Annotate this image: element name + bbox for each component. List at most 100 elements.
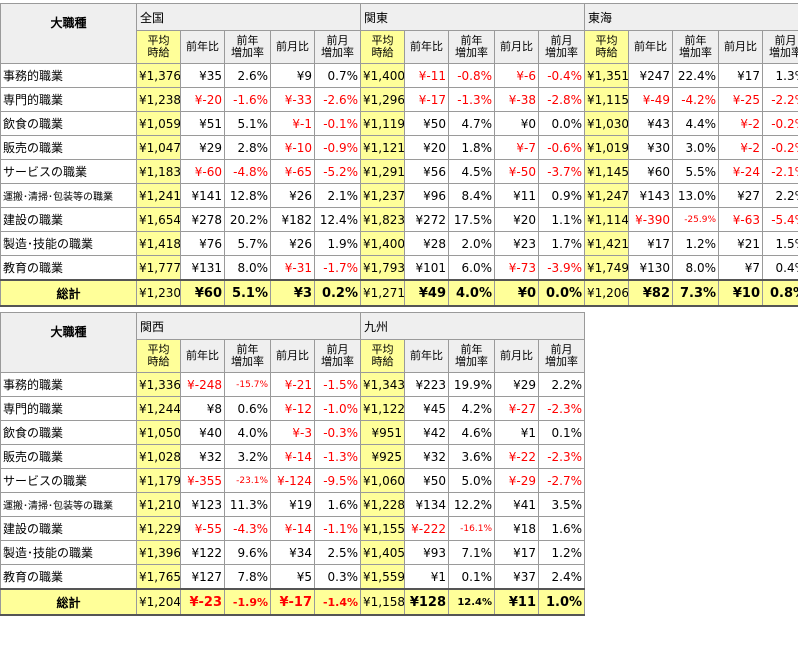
cell-avg: ¥1,376 bbox=[136, 63, 181, 88]
category-header: 大職種 bbox=[0, 312, 137, 373]
cell-yoy: ¥134 bbox=[404, 492, 450, 517]
cell-mom_rate: -1.7% bbox=[313, 255, 362, 281]
cell-mom_rate: 1.9% bbox=[313, 231, 362, 256]
cell-mom_rate: -5.4% bbox=[762, 207, 798, 232]
table-row: 教育の職業 ¥1,765 ¥127 7.8% ¥5 0.3% ¥1,559 ¥1 0.1% ¥37… bbox=[0, 564, 586, 590]
table-row: 専門的職業 ¥1,244 ¥8 0.6% ¥-12 -1.0% ¥1,122 ¥45 4.2% ¥… bbox=[0, 396, 586, 421]
cell-yoy_rate: 2.6% bbox=[224, 63, 271, 88]
cell-yoy_rate: 11.3% bbox=[224, 492, 271, 517]
table-row: 建設の職業 ¥1,654 ¥278 20.2% ¥182 12.4% ¥1,823 ¥272 1… bbox=[0, 207, 798, 232]
cell-mom: ¥-7 bbox=[494, 135, 540, 160]
cell-yoy_rate: 3.0% bbox=[672, 135, 720, 160]
cell-yoy_rate: -25.9% bbox=[672, 207, 720, 232]
cell-yoy: ¥122 bbox=[180, 540, 225, 565]
cell-yoy: ¥143 bbox=[628, 183, 674, 208]
category-label: 販売の職業 bbox=[0, 444, 137, 469]
cell-avg: ¥1,418 bbox=[136, 231, 181, 256]
metric-header-yoy: 前年比 bbox=[180, 339, 225, 373]
cell-mom_rate: 2.5% bbox=[313, 540, 362, 565]
cell-avg: ¥1,400 bbox=[360, 231, 406, 256]
total-avg: ¥1,230 bbox=[136, 279, 181, 307]
cell-mom: ¥-65 bbox=[270, 159, 315, 184]
cell-yoy: ¥141 bbox=[180, 183, 225, 208]
region-header-kansai: 関西 bbox=[135, 312, 362, 340]
total-mom_rate: 0.8% bbox=[762, 279, 798, 307]
cell-mom_rate: -3.7% bbox=[538, 159, 586, 184]
cell-yoy_rate: 19.9% bbox=[448, 372, 496, 397]
cell-avg: ¥1,121 bbox=[360, 135, 406, 160]
cell-yoy_rate: 4.7% bbox=[448, 111, 496, 136]
cell-yoy: ¥56 bbox=[404, 159, 450, 184]
cell-mom: ¥34 bbox=[270, 540, 315, 565]
cell-avg: ¥1,823 bbox=[360, 207, 406, 232]
category-label: サービスの職業 bbox=[0, 468, 137, 493]
cell-mom: ¥19 bbox=[270, 492, 315, 517]
cell-mom: ¥-33 bbox=[270, 87, 315, 112]
total-mom_rate: 0.0% bbox=[538, 279, 586, 307]
cell-mom_rate: -1.0% bbox=[313, 396, 362, 421]
cell-yoy: ¥-17 bbox=[404, 87, 450, 112]
table-row: 製造･技能の職業 ¥1,418 ¥76 5.7% ¥26 1.9% ¥1,400 ¥28 2.0… bbox=[0, 231, 798, 256]
metric-header-mom_rate: 前月増加率 bbox=[538, 339, 586, 373]
cell-yoy_rate: 12.8% bbox=[224, 183, 271, 208]
wage-table-top: 大職種 全国 関東 東海 平均 時給 前年比 前年 増加率 前月比 前月 増加率 平均 時給 前年比 前年 増加… bbox=[0, 3, 798, 307]
metric-header-yoy_rate: 前年 増加率 bbox=[224, 339, 271, 373]
cell-avg: ¥1,421 bbox=[584, 231, 630, 256]
metric-header-yoy: 前年比 bbox=[404, 30, 450, 64]
cell-mom: ¥-6 bbox=[494, 63, 540, 88]
table-row: 飲食の職業 ¥1,059 ¥51 5.1% ¥-1 -0.1% ¥1,119 ¥50 4.7% ¥… bbox=[0, 111, 798, 136]
total-mom_rate: 0.2% bbox=[313, 279, 362, 307]
region-header-kyushu: 九州 bbox=[360, 312, 586, 340]
cell-avg: ¥1,155 bbox=[360, 516, 406, 541]
cell-yoy: ¥50 bbox=[404, 111, 450, 136]
cell-mom_rate: -2.2% bbox=[762, 87, 798, 112]
category-label: 販売の職業 bbox=[0, 135, 137, 160]
cell-avg: ¥1,336 bbox=[136, 372, 181, 397]
cell-avg: ¥951 bbox=[360, 420, 406, 445]
cell-avg: ¥1,765 bbox=[136, 564, 181, 590]
cell-yoy_rate: 2.0% bbox=[448, 231, 496, 256]
cell-yoy: ¥-248 bbox=[180, 372, 225, 397]
cell-yoy_rate: -1.3% bbox=[448, 87, 496, 112]
cell-mom: ¥-63 bbox=[718, 207, 764, 232]
cell-mom_rate: -2.3% bbox=[538, 396, 586, 421]
cell-avg: ¥1,777 bbox=[136, 255, 181, 281]
table-row: 教育の職業 ¥1,777 ¥131 8.0% ¥-31 -1.7% ¥1,793 ¥101 6.… bbox=[0, 255, 798, 281]
cell-yoy: ¥42 bbox=[404, 420, 450, 445]
category-label: 建設の職業 bbox=[0, 207, 137, 232]
cell-yoy_rate: -0.8% bbox=[448, 63, 496, 88]
cell-mom_rate: -9.5% bbox=[313, 468, 362, 493]
cell-mom: ¥21 bbox=[718, 231, 764, 256]
cell-avg: ¥1,559 bbox=[360, 564, 406, 590]
category-label: 教育の職業 bbox=[0, 564, 137, 590]
cell-mom: ¥-24 bbox=[718, 159, 764, 184]
cell-mom: ¥-25 bbox=[718, 87, 764, 112]
metric-header-avg: 平均 時給 bbox=[360, 339, 406, 373]
cell-mom_rate: -0.9% bbox=[313, 135, 362, 160]
total-yoy_rate: -1.9% bbox=[224, 588, 271, 616]
cell-avg: ¥1,237 bbox=[360, 183, 406, 208]
category-label: 教育の職業 bbox=[0, 255, 137, 281]
cell-mom_rate: -2.7% bbox=[538, 468, 586, 493]
cell-mom_rate: -0.6% bbox=[538, 135, 586, 160]
cell-yoy_rate: 17.5% bbox=[448, 207, 496, 232]
table-row: 事務的職業 ¥1,376 ¥35 2.6% ¥9 0.7% ¥1,400 ¥-11 -0.8% ¥… bbox=[0, 63, 798, 88]
cell-mom: ¥-10 bbox=[270, 135, 315, 160]
cell-yoy: ¥278 bbox=[180, 207, 225, 232]
cell-yoy: ¥8 bbox=[180, 396, 225, 421]
region-header-kanto: 関東 bbox=[360, 3, 586, 31]
cell-mom: ¥-50 bbox=[494, 159, 540, 184]
cell-yoy_rate: 1.2% bbox=[672, 231, 720, 256]
metric-header-mom: 前月比 bbox=[270, 339, 315, 373]
cell-mom: ¥-3 bbox=[270, 420, 315, 445]
cell-yoy_rate: 4.0% bbox=[224, 420, 271, 445]
cell-yoy: ¥32 bbox=[180, 444, 225, 469]
total-mom_rate: 1.0% bbox=[538, 588, 586, 616]
cell-yoy_rate: -16.1% bbox=[448, 516, 496, 541]
cell-mom_rate: 2.1% bbox=[313, 183, 362, 208]
cell-mom: ¥-2 bbox=[718, 135, 764, 160]
cell-yoy_rate: -4.8% bbox=[224, 159, 271, 184]
metric-header-yoy_rate: 前年 増加率 bbox=[672, 30, 720, 64]
table-row: 販売の職業 ¥1,028 ¥32 3.2% ¥-14 -1.3% ¥925 ¥32 3.6% ¥-… bbox=[0, 444, 586, 469]
cell-mom_rate: -0.3% bbox=[313, 420, 362, 445]
